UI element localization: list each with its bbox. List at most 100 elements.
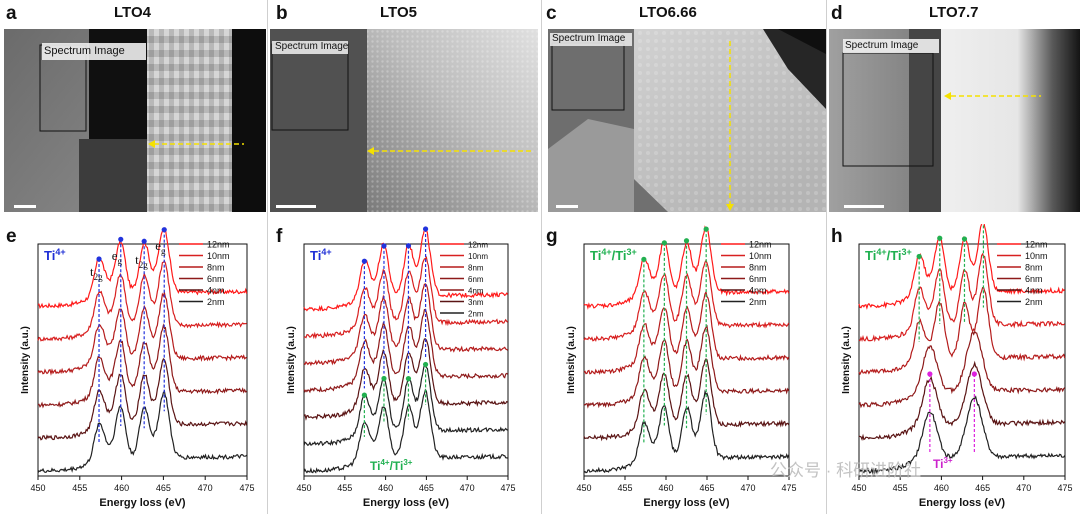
x-tick-label: 470 [198,483,213,493]
peak-marker [916,253,922,260]
x-tick-label: 460 [658,483,673,493]
legend-label: 12nm [749,240,772,250]
plot-frame [37,243,248,477]
x-axis-label: Energy loss (eV) [99,497,186,509]
peak-marker [118,236,124,242]
x-tick-label: 460 [934,483,949,493]
spectrum-line [303,228,509,312]
peak-label: eg [155,238,166,256]
stem-image-b: Spectrum Image [270,29,538,212]
stem-image-a: Spectrum Image [4,29,266,212]
spectrum-line [37,323,248,409]
spectrum-image-label: Spectrum Image [275,41,349,52]
panel-column-b: b LTO5 Spectrum Image f 450 455 460 465 470 4… [270,0,538,514]
spectrum-line [303,363,508,447]
peak-marker [422,226,429,232]
x-tick-label: 455 [893,483,908,493]
stem-image-d: Spectrum Image [829,29,1080,212]
peak-marker [141,238,147,244]
legend-label: 4nm [1025,286,1043,296]
watermark-text: 公众号 · 科研进阶社 [770,461,922,480]
legend-label: 8nm [1025,263,1043,273]
stem-image-b-svg [270,29,538,212]
peak-label: t2g [135,252,148,270]
legend-label: 6nm [1025,274,1043,284]
legend-label: 12nm [468,241,488,250]
legend-label: 10nm [749,251,772,261]
peak-label: t2g [90,264,103,282]
y-axis-label: Intensity (a.u.) [20,326,31,394]
x-tick-label: 475 [500,483,515,493]
column-divider [541,0,542,514]
x-axis-label: Energy loss (eV) [919,497,1006,509]
legend-label: 10nm [468,252,488,261]
legend-label: 6nm [207,274,225,284]
legend-label: 8nm [749,263,767,273]
ion-label: Ti4+ [44,247,66,263]
peak-marker [961,236,968,242]
peak-marker [937,235,943,241]
legend-label: 10nm [1025,251,1048,261]
bottom-ion-label: Ti4+/Ti3+ [370,458,413,473]
eels-plot-f: 450 455 460 465 470 475 Energy loss (eV) Intens… [286,226,516,509]
legend-label: 2nm [749,297,767,307]
x-tick-label: 460 [378,483,393,493]
legend-label: 4nm [468,287,484,296]
spectrum-line [37,260,247,342]
x-tick-label: 455 [617,483,632,493]
y-axis-label: Intensity (a.u.) [841,326,852,394]
panel-title-lto5: LTO5 [380,4,417,21]
ion-label: Ti4+/Ti3+ [590,247,637,263]
legend-label: 4nm [749,286,767,296]
legend-label: 4nm [207,286,225,296]
peak-marker [405,243,412,249]
x-tick-label: 455 [337,483,352,493]
y-axis-label: Intensity (a.u.) [286,326,297,394]
stem-image-d-svg [829,29,1080,212]
panel-letter-b: b [276,3,288,24]
panel-letter-h: h [831,226,843,247]
x-tick-label: 470 [740,483,755,493]
column-divider [826,0,827,514]
spectrum-image-label: Spectrum Image [44,45,125,57]
x-tick-label: 465 [975,483,990,493]
stem-image-a-svg [4,29,266,212]
x-tick-label: 450 [576,483,591,493]
x-tick-label: 475 [781,483,796,493]
peak-marker [96,256,102,262]
spectrum-line [858,287,1066,376]
panel-letter-d: d [831,3,843,24]
x-tick-label: 450 [296,483,311,493]
y-axis-label: Intensity (a.u.) [566,326,577,394]
column-divider [267,0,268,514]
stem-image-c-svg [548,29,826,212]
spectrum-line [858,252,1066,343]
peak-marker [422,361,429,368]
spectrum-line [37,357,248,441]
peak-marker [703,226,709,232]
peak-marker [161,227,167,233]
panel-letter-e: e [6,226,17,247]
spectrum-image-label: Spectrum Image [845,40,919,51]
peak-marker [971,371,977,377]
panel-column-d: d LTO7.7 Spectrum Image h 450 455 460 465 47… [829,0,1080,514]
x-tick-label: 460 [114,483,129,493]
panel-column-a: a LTO4 Spectrum I [4,0,266,514]
peak-marker [683,238,690,244]
peak-marker [927,371,933,377]
peak-marker [361,258,367,264]
peak-marker [641,256,647,262]
panel-letter-a: a [6,3,17,24]
x-tick-label: 450 [851,483,866,493]
plot-frame [303,243,509,477]
x-tick-label: 470 [1016,483,1031,493]
x-tick-label: 465 [156,483,171,493]
panel-column-c: c LTO6.66 Spectrum Image [544,0,826,514]
spectrum-line [858,330,1066,409]
legend-label: 6nm [468,275,484,284]
ion-label: Ti4+ [310,247,332,263]
x-tick-label: 450 [30,483,45,493]
spectrum-line [858,360,1066,441]
panel-title-lto77: LTO7.7 [929,4,979,21]
panel-letter-g: g [546,226,558,247]
